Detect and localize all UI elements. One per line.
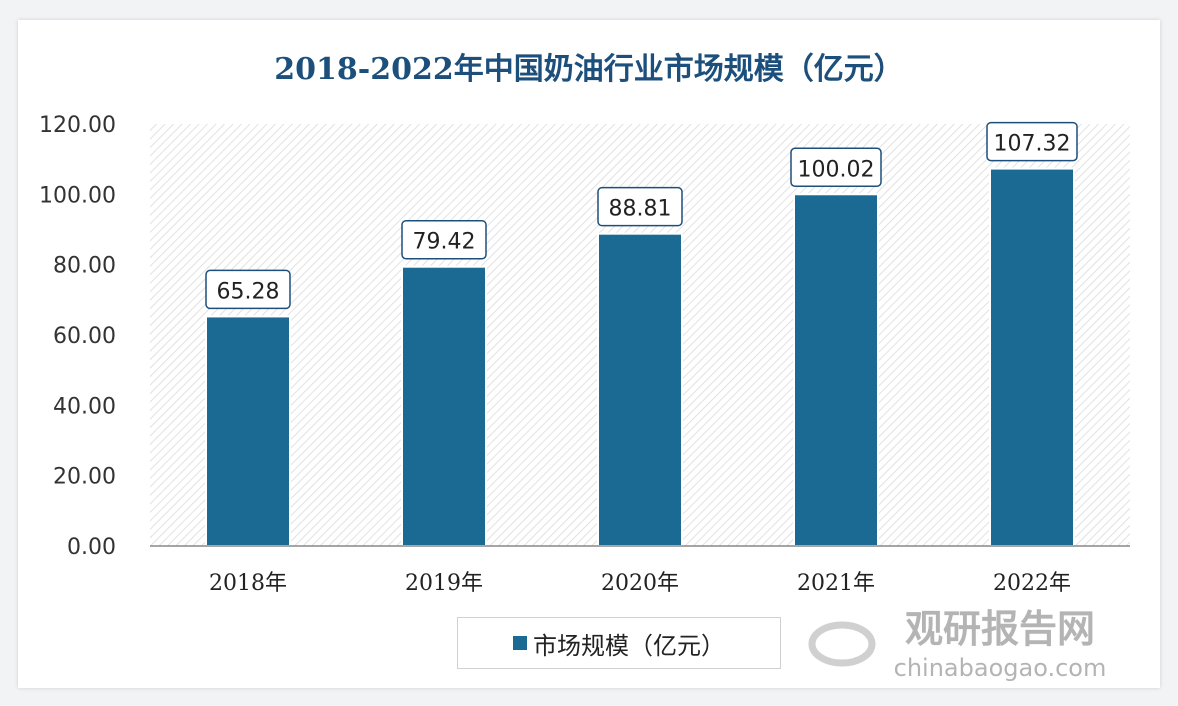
x-tick-label: 2020年: [601, 571, 679, 596]
data-label: 79.42: [413, 230, 476, 255]
legend: 市场规模（亿元）: [457, 617, 781, 669]
watermark: 观研报告网 chinabaogao.com: [808, 607, 1107, 682]
y-tick-label: 120.00: [39, 113, 116, 138]
y-tick-label: 0.00: [67, 535, 116, 560]
data-label-box: [597, 186, 683, 227]
bar-2022年: [989, 167, 1075, 547]
chart-title: 2018-2022年中国奶油行业市场规模（亿元）: [274, 52, 904, 87]
y-tick-label: 100.00: [39, 183, 116, 208]
bar-2020年: [597, 232, 683, 547]
bar-2018年: [205, 315, 291, 547]
data-label-box: [986, 121, 1078, 162]
y-tick-label: 60.00: [53, 324, 116, 349]
y-tick-label: 40.00: [53, 394, 116, 419]
data-label: 65.28: [217, 279, 280, 304]
watermark-en: chinabaogao.com: [894, 654, 1107, 682]
watermark-cn: 观研报告网: [905, 607, 1095, 651]
y-tick-label: 80.00: [53, 254, 116, 279]
data-label-box: [205, 269, 291, 310]
watermark-logo-icon: [808, 621, 876, 667]
x-tick-label: 2018年: [209, 571, 287, 596]
data-label: 107.32: [994, 132, 1071, 157]
data-label: 100.02: [798, 157, 875, 182]
data-label-box: [401, 219, 487, 260]
bar-2021年: [793, 193, 879, 547]
legend-label: 市场规模（亿元）: [533, 631, 725, 660]
bar-2019年: [401, 265, 487, 547]
y-tick-label: 20.00: [53, 465, 116, 490]
x-tick-label: 2019年: [405, 571, 483, 596]
data-label: 88.81: [609, 197, 672, 222]
data-label-box: [790, 147, 882, 188]
x-tick-label: 2021年: [797, 571, 875, 596]
x-tick-label: 2022年: [993, 571, 1071, 596]
legend-swatch: [513, 636, 527, 650]
